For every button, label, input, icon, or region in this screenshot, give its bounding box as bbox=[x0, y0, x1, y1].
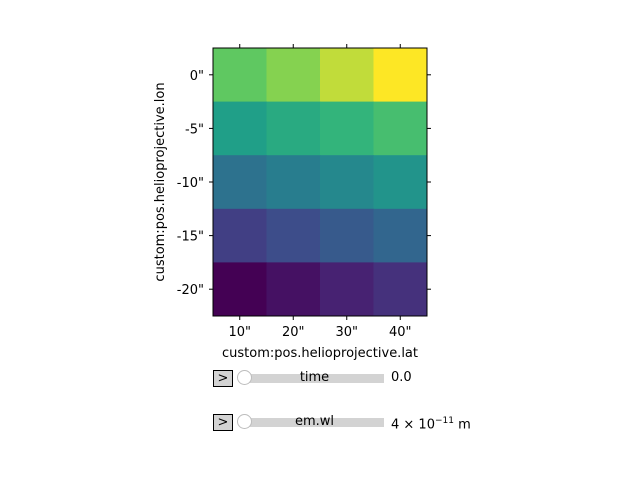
heatmap-cell bbox=[320, 48, 374, 102]
wavelength-value-mantissa: 4 × 10 bbox=[391, 417, 435, 432]
time-slider-handle[interactable] bbox=[237, 370, 252, 385]
wavelength-slider-value: 4 × 10−11 m bbox=[391, 413, 471, 433]
heatmap-cell bbox=[374, 262, 428, 316]
heatmap-cell bbox=[320, 262, 374, 316]
heatmap-cell bbox=[320, 209, 374, 263]
heatmap-cell bbox=[213, 48, 267, 102]
y-tick-label: -15" bbox=[177, 230, 204, 245]
y-axis-label: custom:pos.helioprojective.lon bbox=[153, 82, 168, 281]
wavelength-slider-handle[interactable] bbox=[237, 414, 252, 429]
heatmap-cell bbox=[267, 102, 321, 156]
heatmap-cell bbox=[374, 48, 428, 102]
x-tick-label: 40" bbox=[389, 325, 412, 340]
heatmap-cell bbox=[213, 102, 267, 156]
heatmap-cell bbox=[213, 209, 267, 263]
heatmap-cell bbox=[374, 209, 428, 263]
wavelength-value-unit: m bbox=[454, 417, 471, 432]
time-slider-value: 0.0 bbox=[391, 369, 412, 386]
heatmap-cell bbox=[213, 155, 267, 209]
time-slider-label: time bbox=[245, 369, 384, 386]
y-tick-label: -5" bbox=[185, 122, 204, 137]
x-tick-label: 30" bbox=[335, 325, 358, 340]
y-tick-label: 0" bbox=[190, 69, 204, 84]
x-tick-label: 20" bbox=[282, 325, 305, 340]
heatmap-cell bbox=[267, 262, 321, 316]
heatmap-cell bbox=[374, 155, 428, 209]
wavelength-value-exponent: −11 bbox=[435, 416, 454, 426]
x-tick-label: 10" bbox=[228, 325, 251, 340]
y-tick-label: -20" bbox=[177, 283, 204, 298]
x-axis-label: custom:pos.helioprojective.lat bbox=[222, 346, 418, 361]
wavelength-play-button[interactable]: > bbox=[213, 414, 233, 431]
y-tick-label: -10" bbox=[177, 176, 204, 191]
time-play-button[interactable]: > bbox=[213, 370, 233, 387]
heatmap-cell bbox=[267, 209, 321, 263]
heatmap-cell bbox=[320, 102, 374, 156]
heatmap-cell bbox=[374, 102, 428, 156]
heatmap-cell bbox=[267, 48, 321, 102]
heatmap-cell bbox=[213, 262, 267, 316]
wavelength-slider-label: em.wl bbox=[245, 413, 384, 430]
heatmap-cell bbox=[267, 155, 321, 209]
heatmap-cell bbox=[320, 155, 374, 209]
